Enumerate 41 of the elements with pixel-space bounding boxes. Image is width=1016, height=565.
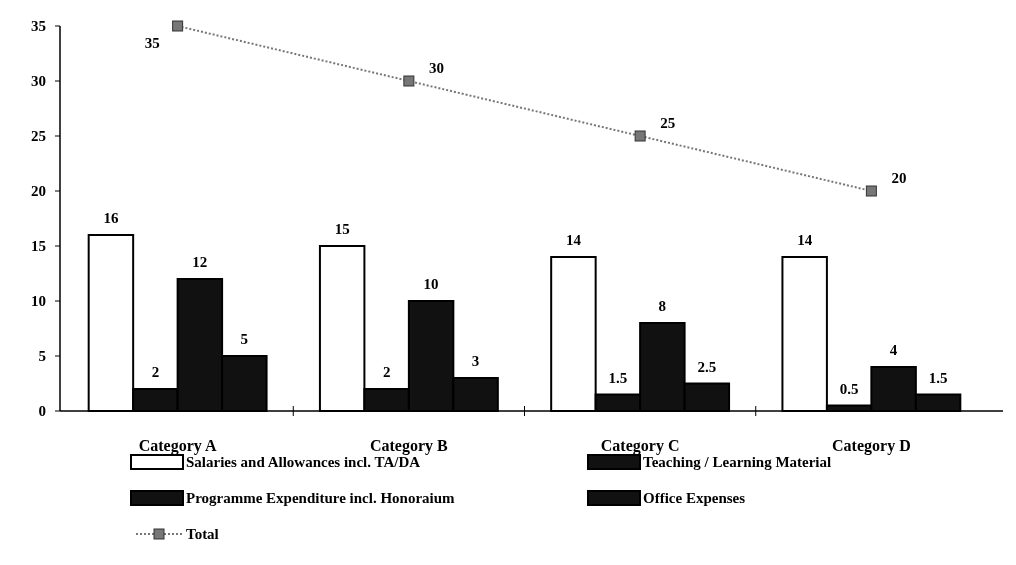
point	[403, 75, 415, 87]
legend-label: Teaching / Learning Material	[643, 454, 832, 470]
data-label: 2.5	[697, 358, 717, 375]
data-label: 12	[192, 254, 208, 270]
x-tick-label: Category B	[369, 437, 449, 455]
point	[172, 20, 184, 32]
data-label: 0.5	[839, 380, 859, 397]
y-tick-label: 25	[31, 128, 46, 144]
data-label: 2	[151, 364, 160, 380]
data-label: 5	[240, 331, 249, 347]
data-label: 30	[428, 60, 444, 76]
y-tick-label: 0	[38, 403, 46, 419]
point	[865, 185, 877, 197]
data-label: 20	[891, 170, 907, 186]
y-tick-label: 30	[31, 73, 46, 89]
y-tick-label: 35	[31, 18, 46, 34]
point	[634, 130, 646, 142]
data-label: 14	[797, 232, 813, 248]
y-tick-label: 20	[31, 183, 46, 199]
data-label: 8	[658, 298, 667, 314]
legend-label: Office Expenses	[643, 490, 746, 506]
y-tick-label: 10	[31, 293, 46, 309]
legend-label: Programme Expenditure incl. Honoraium	[186, 490, 456, 506]
data-label: 15	[334, 221, 350, 237]
data-label: 4	[889, 342, 898, 358]
data-label: 25	[660, 115, 676, 131]
x-tick-label: Category A	[138, 437, 217, 455]
x-tick-label: Category D	[832, 437, 911, 455]
data-label: 3	[471, 353, 480, 369]
legend-label: Total	[186, 526, 219, 542]
data-label: 1.5	[928, 369, 948, 386]
y-tick-label: 5	[38, 348, 46, 364]
data-label: 35	[144, 35, 160, 51]
data-label: 2	[382, 364, 391, 380]
legend-label: Salaries and Allowances incl. TA/DA	[186, 454, 421, 470]
data-label: 16	[103, 210, 119, 226]
x-tick-label: Category C	[600, 437, 680, 455]
data-label: 14	[565, 232, 582, 248]
y-tick-label: 15	[31, 238, 46, 254]
data-label: 1.5	[608, 369, 628, 386]
data-label: 10	[423, 276, 439, 292]
